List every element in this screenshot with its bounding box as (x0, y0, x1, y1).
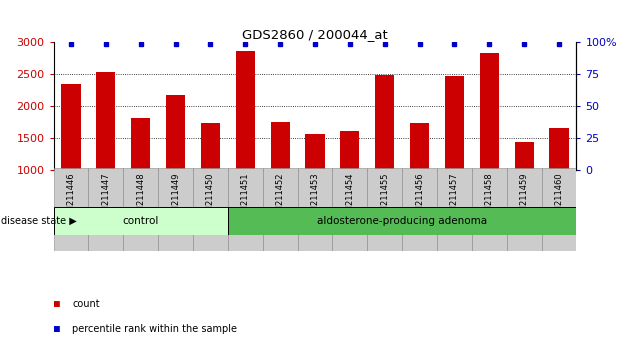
Text: aldosterone-producing adenoma: aldosterone-producing adenoma (317, 216, 487, 226)
Bar (402, 168, 437, 251)
Bar (479, 53, 499, 170)
Bar (542, 168, 576, 251)
Text: count: count (72, 299, 100, 309)
Text: GSM211453: GSM211453 (311, 172, 319, 223)
Text: ■: ■ (54, 324, 59, 334)
Bar (54, 207, 228, 235)
Bar (306, 134, 324, 170)
Bar (375, 75, 394, 170)
Bar (61, 84, 81, 170)
Text: GSM211456: GSM211456 (415, 172, 424, 223)
Bar (507, 168, 542, 251)
Text: GSM211449: GSM211449 (171, 172, 180, 223)
Bar (88, 168, 123, 251)
Text: GSM211446: GSM211446 (67, 172, 76, 223)
Bar (158, 168, 193, 251)
Bar (228, 207, 576, 235)
Text: control: control (122, 216, 159, 226)
Bar (297, 168, 333, 251)
Bar (410, 123, 429, 170)
Text: GSM211458: GSM211458 (485, 172, 494, 223)
Text: percentile rank within the sample: percentile rank within the sample (72, 324, 238, 334)
Bar (333, 168, 367, 251)
Text: GSM211454: GSM211454 (345, 172, 354, 223)
Bar (96, 73, 115, 170)
Bar (228, 168, 263, 251)
Text: GSM211455: GSM211455 (381, 172, 389, 223)
Bar (54, 168, 88, 251)
Text: disease state ▶: disease state ▶ (1, 216, 76, 226)
Bar (515, 142, 534, 170)
Bar (201, 124, 220, 170)
Text: GSM211460: GSM211460 (554, 172, 563, 223)
Bar (445, 76, 464, 170)
Text: GSM211447: GSM211447 (101, 172, 110, 223)
Title: GDS2860 / 200044_at: GDS2860 / 200044_at (242, 28, 388, 41)
Text: ■: ■ (54, 299, 59, 309)
Text: GSM211457: GSM211457 (450, 172, 459, 223)
Text: GSM211451: GSM211451 (241, 172, 249, 223)
Bar (549, 128, 569, 170)
Bar (193, 168, 228, 251)
Text: GSM211459: GSM211459 (520, 172, 529, 223)
Bar (166, 95, 185, 170)
Text: GSM211448: GSM211448 (136, 172, 145, 223)
Bar (123, 168, 158, 251)
Bar (270, 122, 290, 170)
Text: GSM211450: GSM211450 (206, 172, 215, 223)
Text: GSM211452: GSM211452 (276, 172, 285, 223)
Bar (340, 131, 360, 170)
Bar (263, 168, 297, 251)
Bar (472, 168, 507, 251)
Bar (367, 168, 402, 251)
Bar (437, 168, 472, 251)
Bar (236, 51, 255, 170)
Bar (131, 118, 151, 170)
